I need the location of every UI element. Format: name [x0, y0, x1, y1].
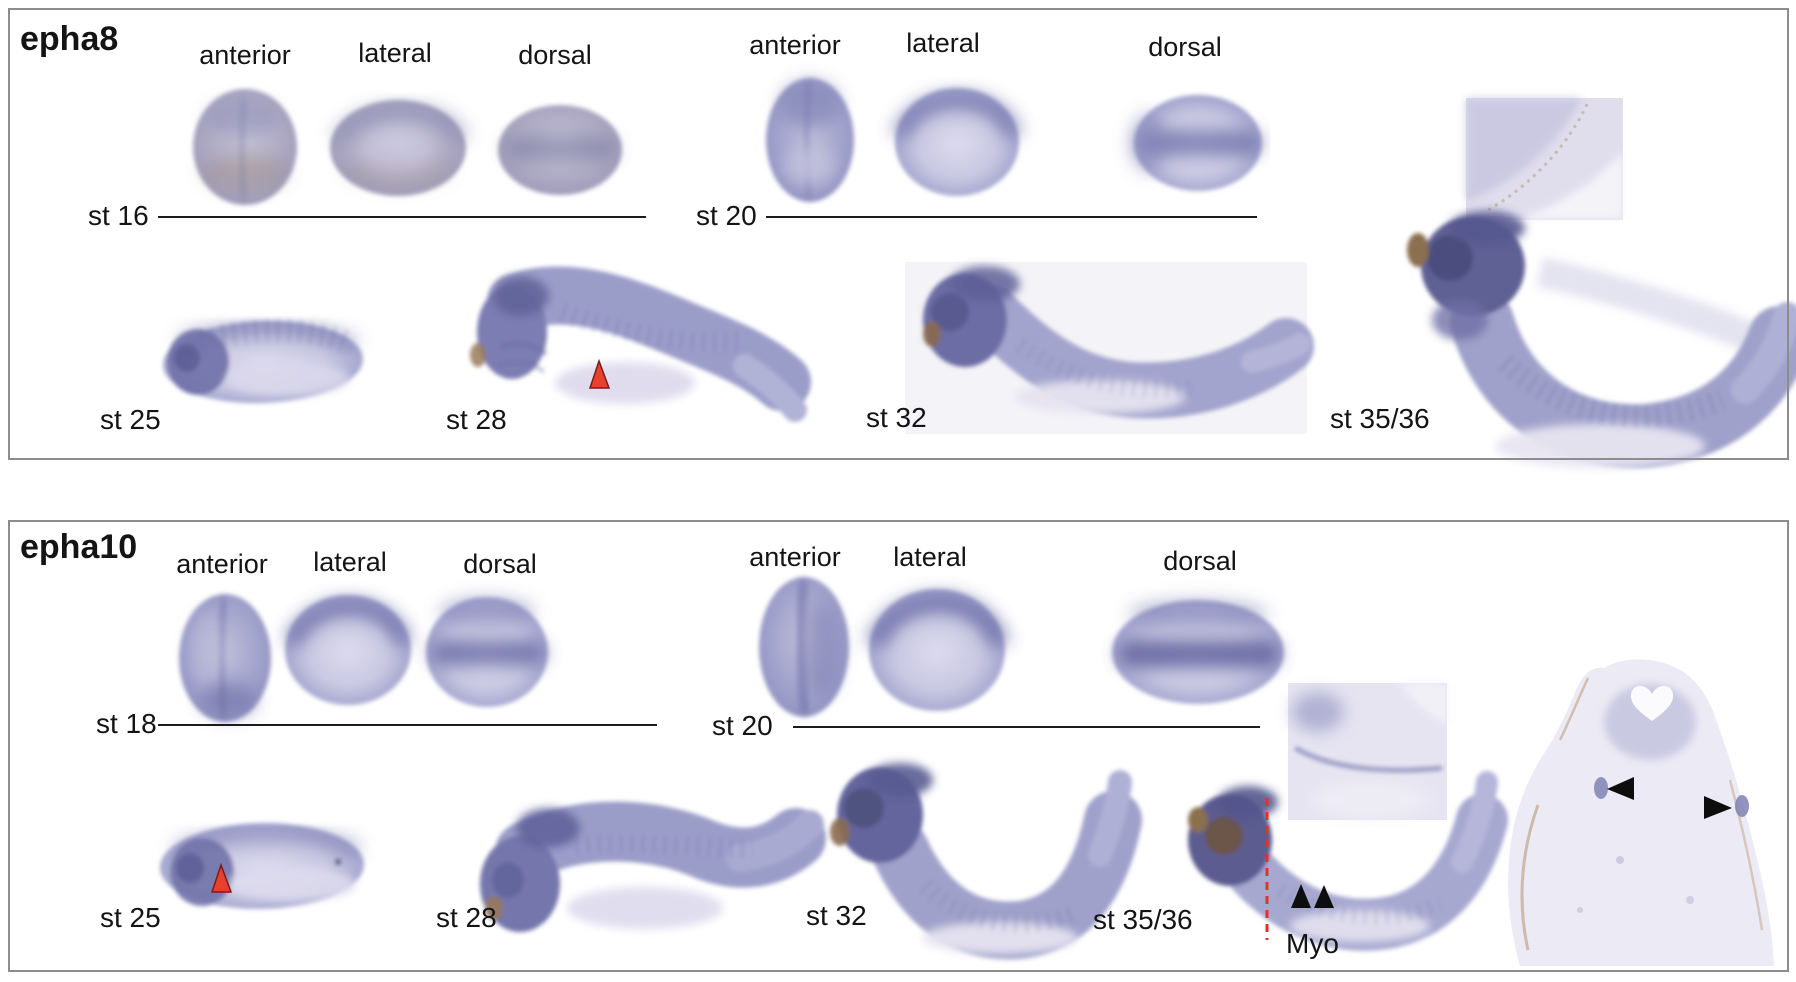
- stage-label-p1-st32: st 32: [866, 402, 927, 433]
- embryo-epha10-st20-anterior: [759, 577, 849, 717]
- view-label-p1g1-anterior: anterior: [199, 40, 291, 70]
- red-arrowhead-marker-epha10-st25: [210, 862, 233, 893]
- embryo-epha10-st20-dorsal: [1112, 599, 1284, 704]
- view-label-p1g1-dorsal: dorsal: [518, 40, 592, 70]
- view-label-p2g2-dorsal: dorsal: [1163, 546, 1237, 576]
- black-arrowhead-left-icon: [1607, 777, 1634, 800]
- black-arrowhead-marker-2: [1314, 885, 1334, 908]
- myo-label: Myo: [1286, 928, 1339, 959]
- embryo-epha10-st18-anterior: [179, 594, 271, 722]
- view-label-p2g1-lateral: lateral: [313, 547, 387, 577]
- inset-epha10-trunk-closeup: [1288, 683, 1447, 820]
- embryo-epha10-st32: [830, 763, 1142, 960]
- embryo-epha8-st20-dorsal: [1130, 95, 1262, 191]
- panel-epha8-frame: [8, 8, 1789, 460]
- inset-epha8-head-closeup: [1466, 98, 1623, 220]
- embryo-epha8-st35-36: [1407, 211, 1796, 469]
- embryo-epha8-st20-anterior: [766, 78, 854, 202]
- view-label-p2g1-dorsal: dorsal: [463, 549, 537, 579]
- embryo-epha8-st32: [905, 262, 1314, 434]
- embryo-epha10-st18-lateral: [283, 595, 413, 705]
- embryo-epha8-st20-lateral: [891, 88, 1023, 196]
- stage-label-p2-st20: st 20: [712, 710, 773, 741]
- stage-label-p2-st28: st 28: [436, 902, 497, 933]
- embryo-epha10-st18-dorsal: [426, 597, 548, 707]
- embryo-epha10-st20-lateral: [865, 589, 1010, 711]
- red-arrowhead-marker-epha8-st28: [588, 358, 611, 389]
- view-label-p2g1-anterior: anterior: [176, 549, 268, 579]
- view-label-p2g2-anterior: anterior: [749, 542, 841, 572]
- section-epha10-transverse: [1508, 659, 1774, 966]
- view-label-p1g2-lateral: lateral: [906, 28, 980, 58]
- embryo-epha10-st28: [480, 801, 826, 932]
- gene-label-epha10: epha10: [20, 528, 138, 566]
- stage-label-p1-st20: st 20: [696, 200, 757, 231]
- stage-label-p1-st28: st 28: [446, 404, 507, 435]
- panel-epha10-frame: [8, 520, 1789, 972]
- view-label-p1g2-dorsal: dorsal: [1148, 32, 1222, 62]
- stage-line-p2-st20: [793, 726, 1260, 728]
- view-label-p1g2-anterior: anterior: [749, 30, 841, 60]
- stage-line-p2-st18: [158, 724, 657, 726]
- stage-label-p1-st16: st 16: [88, 200, 149, 231]
- stage-label-p2-st25: st 25: [100, 902, 161, 933]
- embryo-epha10-st35-36: [1188, 771, 1508, 951]
- stage-line-p1-st16: [158, 216, 646, 218]
- stage-label-p2-st32: st 32: [806, 900, 867, 931]
- stage-label-p1-st25: st 25: [100, 404, 161, 435]
- embryo-epha8-st16-dorsal: [498, 105, 622, 195]
- embryo-epha8-st25: [163, 318, 363, 404]
- black-arrowhead-marker-1: [1291, 884, 1311, 908]
- embryo-epha8-st16-lateral: [330, 100, 470, 196]
- embryo-epha8-st16-anterior: [193, 89, 297, 205]
- stage-label-p2-st18: st 18: [96, 708, 157, 739]
- view-label-p2g2-lateral: lateral: [893, 542, 967, 572]
- black-arrowhead-right-icon: [1704, 796, 1732, 819]
- embryo-epha8-st28: [470, 266, 811, 422]
- stage-label-p1-st3536: st 35/36: [1330, 403, 1430, 434]
- stage-label-p2-st3536: st 35/36: [1093, 904, 1193, 935]
- view-label-p1g1-lateral: lateral: [358, 38, 432, 68]
- gene-label-epha8: epha8: [20, 20, 119, 58]
- stage-line-p1-st20: [766, 216, 1257, 218]
